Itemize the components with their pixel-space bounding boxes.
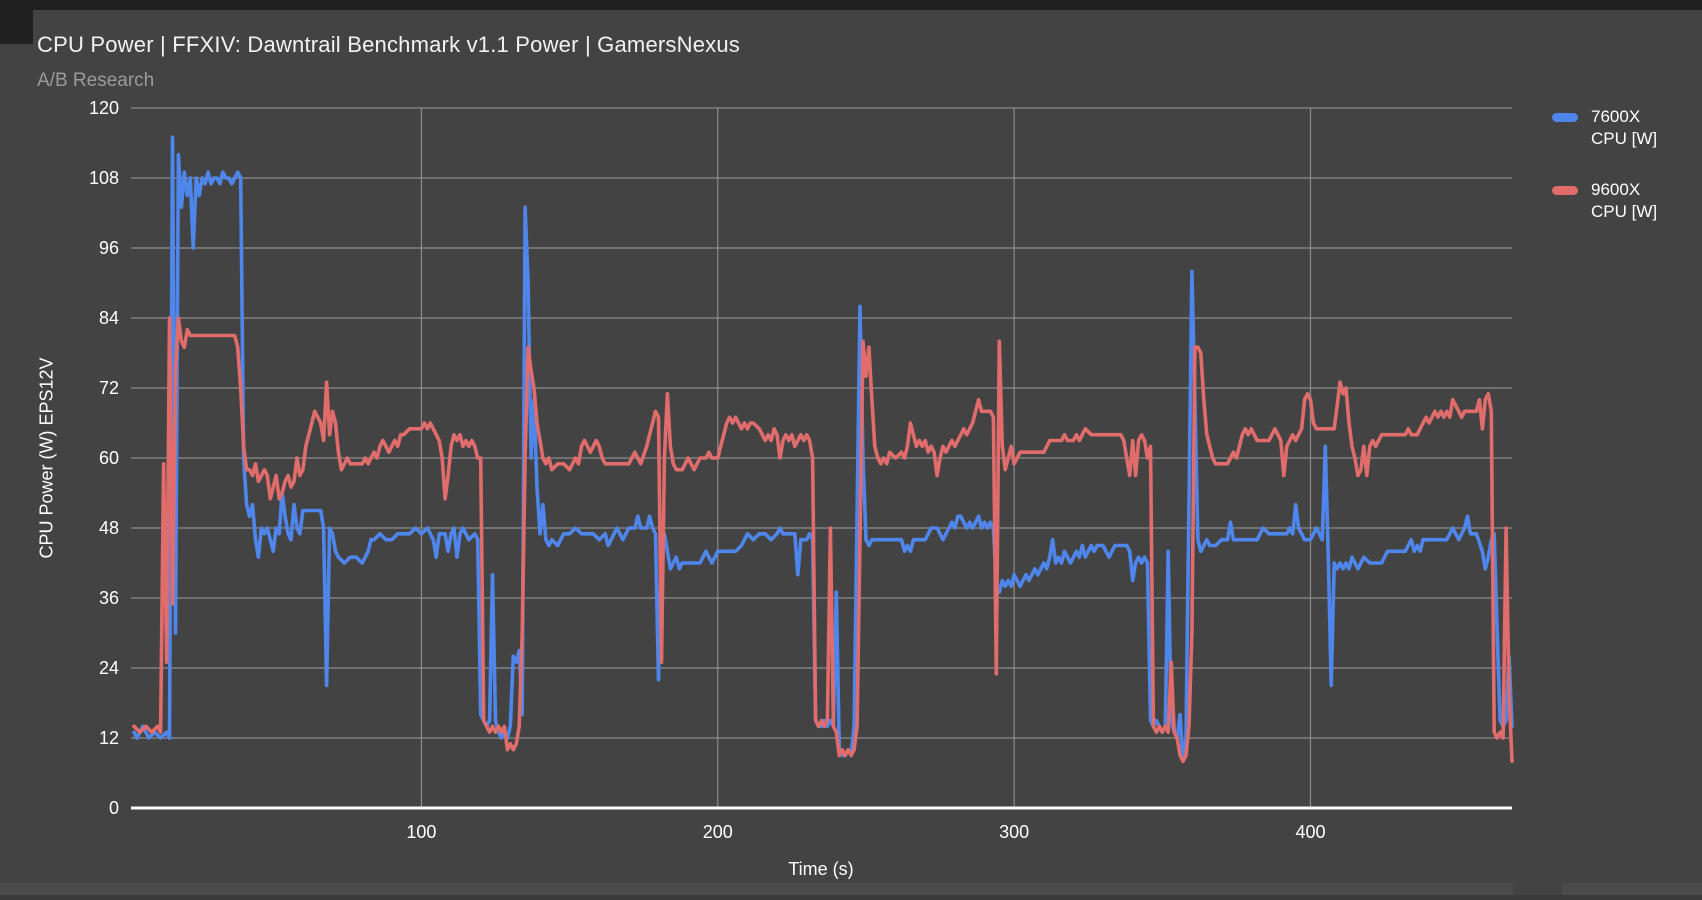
legend-item-9600x[interactable]: 9600X CPU [W] bbox=[1552, 179, 1657, 223]
y-tick-label-24: 24 bbox=[98, 658, 119, 678]
chart-subtitle: A/B Research bbox=[37, 70, 155, 91]
window-top-edge bbox=[0, 0, 1702, 10]
bottom-band-right bbox=[1562, 883, 1702, 895]
y-tick-label-96: 96 bbox=[98, 238, 119, 258]
y-tick-label-48: 48 bbox=[98, 518, 119, 538]
series-line-7600x[interactable] bbox=[132, 135, 1514, 764]
legend-swatch-icon bbox=[1552, 186, 1578, 195]
legend-label: 9600X CPU [W] bbox=[1591, 180, 1658, 221]
x-tick-label-100: 100 bbox=[406, 822, 437, 842]
x-tick-label-200: 200 bbox=[702, 822, 733, 842]
legend-item-7600x[interactable]: 7600X CPU [W] bbox=[1552, 106, 1657, 150]
window-bottom-edge bbox=[0, 895, 1702, 900]
y-tick-label-120: 120 bbox=[88, 98, 119, 118]
chart-legend: 7600X CPU [W] 9600X CPU [W] bbox=[1552, 106, 1657, 252]
series-line-9600x[interactable] bbox=[132, 316, 1514, 764]
x-tick-label-400: 400 bbox=[1295, 822, 1326, 842]
legend-label: 7600X CPU [W] bbox=[1591, 107, 1658, 148]
y-axis-title: CPU Power (W) EPS12V bbox=[36, 357, 57, 559]
y-tick-label-36: 36 bbox=[98, 588, 119, 608]
y-tick-label-84: 84 bbox=[98, 308, 119, 328]
legend-swatch-icon bbox=[1552, 113, 1578, 122]
y-tick-label-0: 0 bbox=[108, 798, 119, 818]
x-tick-label-300: 300 bbox=[999, 822, 1030, 842]
y-tick-label-60: 60 bbox=[98, 448, 119, 468]
chart-title: CPU Power | FFXIV: Dawntrail Benchmark v… bbox=[37, 32, 740, 57]
y-tick-label-108: 108 bbox=[88, 168, 119, 188]
y-tick-label-72: 72 bbox=[98, 378, 119, 398]
y-tick-label-12: 12 bbox=[98, 728, 119, 748]
bottom-band-left bbox=[0, 883, 1513, 895]
window-corner-edge bbox=[0, 0, 33, 44]
x-axis-title: Time (s) bbox=[788, 859, 854, 879]
